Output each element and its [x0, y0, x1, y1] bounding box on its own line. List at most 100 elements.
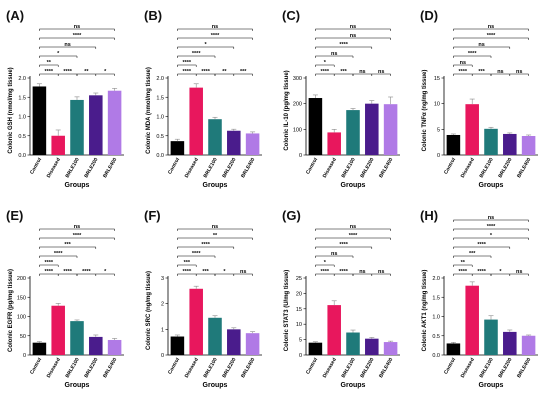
bar-brle100	[208, 317, 222, 355]
sig-bracket	[509, 73, 529, 76]
y-axis-label: Colonic AKT1 (ng/mg tissue)	[422, 270, 428, 352]
sig-label: **	[222, 69, 227, 75]
sig-label: *	[499, 269, 502, 275]
sig-bracket	[39, 28, 115, 31]
sig-label: ns	[350, 224, 356, 230]
y-tick-label: 0	[299, 353, 302, 359]
y-tick-label: 1.0	[18, 115, 26, 121]
bar-diseased	[327, 132, 341, 155]
bar-diseased	[51, 305, 65, 355]
category-label: BRLE400	[378, 157, 394, 179]
sig-label: ****	[339, 269, 348, 275]
sig-label: ****	[45, 69, 54, 75]
panel-letter: (D)	[420, 8, 438, 23]
y-tick-label: 0.0	[18, 153, 26, 159]
sig-label: *	[104, 269, 107, 275]
y-tick-label: 1.5	[432, 295, 440, 301]
sig-label: ns	[350, 24, 356, 30]
sig-label: ****	[73, 233, 82, 239]
category-label: BRLE200	[359, 157, 375, 179]
category-label: Control	[305, 156, 319, 175]
sig-bracket	[453, 228, 529, 231]
panel-letter: (B)	[144, 8, 162, 23]
sig-bracket	[177, 237, 253, 240]
sig-label: ****	[349, 233, 358, 239]
panel-letter: (H)	[420, 208, 438, 223]
category-label: BRLE100	[65, 357, 81, 379]
y-tick-label: 2.0	[156, 76, 164, 82]
category-label: BRLE400	[516, 357, 532, 379]
y-tick-label: 1.5	[18, 95, 26, 101]
sig-label: ns	[212, 24, 218, 30]
sig-label: ns	[488, 215, 494, 221]
bar-diseased	[465, 104, 479, 155]
sig-bracket	[39, 255, 78, 258]
sig-bracket	[509, 273, 529, 276]
sig-label: ****	[192, 251, 201, 257]
sig-bracket	[39, 37, 115, 40]
chart-panel-2: (B) Colonic MDA (nmol/mg tissue) 0.0 0.5 1.0…	[144, 8, 262, 189]
category-label: Control	[29, 356, 43, 375]
y-tick-label: 2.0	[432, 276, 440, 282]
bar-brle100	[70, 321, 84, 355]
category-label: Diseased	[184, 357, 200, 379]
y-tick-label: 1	[161, 327, 164, 333]
sig-label: ****	[45, 260, 54, 266]
y-tick-label: 5	[437, 127, 440, 133]
y-axis-label: Colonic TNFα (ng/mg tissue)	[422, 70, 428, 152]
sig-label: ***	[478, 69, 485, 75]
chart-panel-1: (A) Colonic GSH (nmol/mg tissue) 0.0 0.5 1.0…	[6, 8, 124, 189]
bar-brle400	[245, 133, 260, 155]
y-tick-label: 10	[296, 322, 302, 328]
sig-bracket	[315, 264, 335, 267]
y-tick-label: 15	[296, 307, 302, 313]
y-axis-label: Colonic STAT3 (U/mg tissue)	[284, 270, 290, 351]
bar-brle200	[89, 336, 103, 355]
category-label: Control	[167, 356, 181, 375]
bar-control	[308, 98, 323, 155]
sig-bracket	[453, 37, 529, 40]
x-axis-label: Groups	[203, 382, 228, 389]
sig-label: *	[205, 42, 208, 48]
bar-control	[308, 342, 323, 355]
sig-label: ns	[359, 69, 365, 75]
category-label: BRLE100	[479, 357, 495, 379]
sig-label: ****	[477, 242, 486, 248]
category-label: BRLE200	[83, 157, 99, 179]
category-label: Diseased	[322, 157, 338, 179]
sig-bracket	[39, 237, 115, 240]
x-axis-label: Groups	[479, 182, 504, 189]
sig-bracket	[315, 55, 354, 58]
sig-label: ****	[468, 51, 477, 57]
sig-bracket	[177, 28, 253, 31]
chart-panel-3: (C) Colonic IL-10 (pg/mg tissue) 0 100 200 30…	[282, 8, 400, 189]
bar-brle100	[208, 119, 222, 155]
sig-label: *	[324, 60, 327, 66]
sig-label: ns	[74, 24, 80, 30]
sig-bracket	[453, 255, 492, 258]
y-tick-label: 2.0	[18, 76, 26, 82]
sig-label: ****	[201, 242, 210, 248]
sig-bracket	[39, 228, 115, 231]
sig-label: ****	[63, 269, 72, 275]
sig-bracket	[371, 73, 391, 76]
x-axis-label: Groups	[341, 382, 366, 389]
x-axis-label: Groups	[65, 382, 90, 389]
chart-panel-5: (E) Colonic EGFR (pg/mg tissue) 0 50 100 150 2…	[6, 208, 124, 389]
chart-panel-4: (D) Colonic TNFα (ng/mg tissue) 0 5 10 15 Cont…	[420, 8, 538, 189]
sig-bracket	[453, 237, 529, 240]
panel-letter: (A)	[6, 8, 24, 23]
y-tick-label: 0.0	[432, 353, 440, 359]
y-tick-label: 1.5	[156, 95, 164, 101]
y-tick-label: 1.0	[156, 115, 164, 121]
bar-brle100	[346, 332, 360, 355]
y-tick-label: 20	[296, 291, 302, 297]
bar-control	[170, 336, 185, 355]
sig-label: ns	[460, 60, 466, 66]
y-tick-label: 15	[434, 76, 440, 82]
sig-label: ****	[459, 69, 468, 75]
bar-brle400	[107, 339, 122, 355]
bar-brle400	[107, 90, 122, 155]
y-tick-label: 25	[296, 276, 302, 282]
